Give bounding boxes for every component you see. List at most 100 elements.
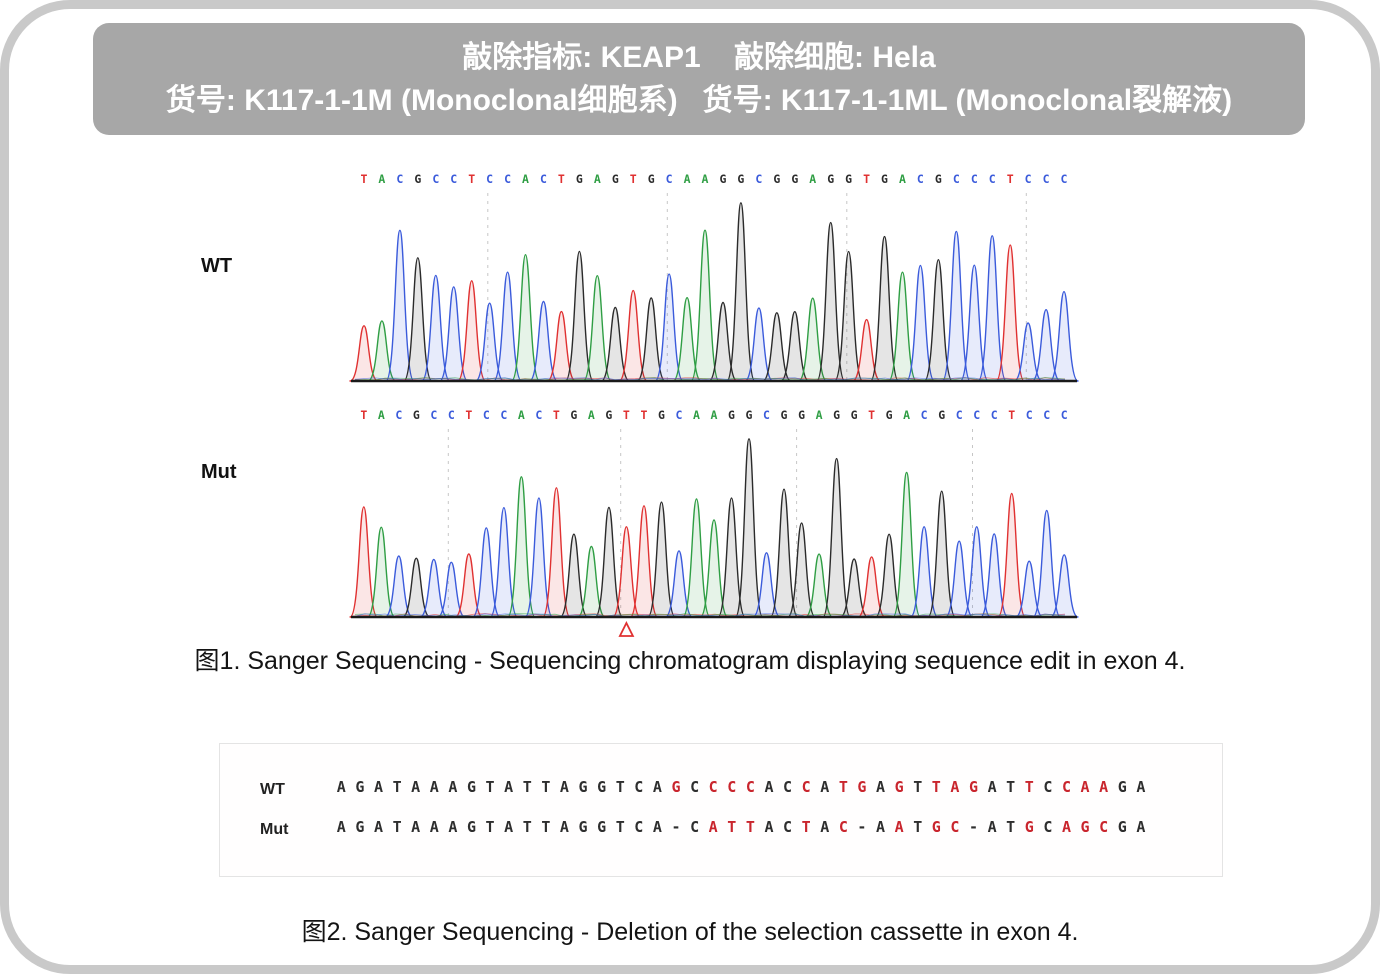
svg-text:C: C bbox=[666, 172, 673, 186]
alignment-base: G bbox=[466, 778, 476, 796]
alignment-base: C bbox=[950, 818, 960, 836]
alignment-base: A bbox=[876, 778, 886, 796]
svg-text:A: A bbox=[903, 408, 910, 422]
svg-text:G: G bbox=[781, 408, 788, 422]
alignment-base: - bbox=[968, 818, 978, 836]
svg-text:C: C bbox=[953, 172, 960, 186]
svg-text:G: G bbox=[414, 172, 421, 186]
alignment-base: A bbox=[411, 818, 421, 836]
svg-text:G: G bbox=[737, 172, 744, 186]
alignment-base: G bbox=[355, 818, 365, 836]
svg-text:C: C bbox=[450, 172, 457, 186]
alignment-mut-label: Mut bbox=[260, 821, 289, 838]
alignment-base: A bbox=[764, 778, 774, 796]
alignment-base: G bbox=[578, 818, 588, 836]
alignment-base: - bbox=[857, 818, 867, 836]
wt-trace-label: WT bbox=[201, 255, 233, 277]
svg-text:T: T bbox=[361, 172, 368, 186]
alignment-base: C bbox=[1099, 818, 1109, 836]
svg-text:G: G bbox=[605, 408, 612, 422]
svg-text:C: C bbox=[989, 172, 996, 186]
svg-text:G: G bbox=[728, 408, 735, 422]
alignment-base: G bbox=[1080, 818, 1090, 836]
alignment-base: A bbox=[559, 818, 569, 836]
svg-text:A: A bbox=[518, 408, 525, 422]
alignment-base: G bbox=[1117, 818, 1127, 836]
svg-text:T: T bbox=[465, 408, 472, 422]
svg-text:G: G bbox=[658, 408, 665, 422]
alignment-base: G bbox=[1024, 818, 1034, 836]
svg-text:G: G bbox=[851, 408, 858, 422]
svg-text:T: T bbox=[1008, 408, 1015, 422]
alignment-base: T bbox=[727, 818, 737, 836]
svg-text:C: C bbox=[483, 408, 490, 422]
alignment-base: A bbox=[708, 818, 718, 836]
svg-text:C: C bbox=[921, 408, 928, 422]
svg-text:T: T bbox=[868, 408, 875, 422]
alignment-base: T bbox=[485, 778, 495, 796]
svg-text:A: A bbox=[693, 408, 700, 422]
svg-text:C: C bbox=[540, 172, 547, 186]
alignment-base: C bbox=[708, 778, 718, 796]
alignment-base: G bbox=[597, 818, 607, 836]
alignment-base: A bbox=[373, 778, 383, 796]
svg-text:T: T bbox=[641, 408, 648, 422]
alignment-base: G bbox=[1117, 778, 1127, 796]
svg-text:A: A bbox=[809, 172, 816, 186]
figure2-caption: 图2. Sanger Sequencing - Deletion of the … bbox=[301, 918, 1079, 946]
svg-text:T: T bbox=[558, 172, 565, 186]
svg-text:C: C bbox=[1043, 172, 1050, 186]
svg-text:C: C bbox=[755, 172, 762, 186]
svg-text:A: A bbox=[378, 408, 385, 422]
alignment-base: T bbox=[392, 818, 402, 836]
alignment-base: A bbox=[429, 818, 439, 836]
svg-text:G: G bbox=[938, 408, 945, 422]
alignment-base: A bbox=[1099, 778, 1109, 796]
alignment-base: G bbox=[931, 818, 941, 836]
svg-text:G: G bbox=[845, 172, 852, 186]
svg-text:C: C bbox=[971, 172, 978, 186]
svg-text:C: C bbox=[956, 408, 963, 422]
alignment-base: G bbox=[894, 778, 904, 796]
svg-text:C: C bbox=[763, 408, 770, 422]
alignment-base: C bbox=[745, 778, 755, 796]
svg-text:A: A bbox=[711, 408, 718, 422]
svg-text:T: T bbox=[360, 408, 367, 422]
alignment-base: C bbox=[801, 778, 811, 796]
alignment-base: C bbox=[690, 818, 700, 836]
alignment-base: A bbox=[504, 778, 514, 796]
svg-text:T: T bbox=[468, 172, 475, 186]
svg-text:G: G bbox=[886, 408, 893, 422]
svg-text:C: C bbox=[504, 172, 511, 186]
alignment-base: A bbox=[1061, 818, 1071, 836]
alignment-base: C bbox=[634, 818, 644, 836]
alignment-base: C bbox=[1043, 778, 1053, 796]
alignment-base: A bbox=[764, 818, 774, 836]
svg-text:C: C bbox=[395, 408, 402, 422]
svg-text:A: A bbox=[899, 172, 906, 186]
svg-text:A: A bbox=[684, 172, 691, 186]
svg-text:C: C bbox=[1061, 172, 1068, 186]
alignment-base: A bbox=[336, 818, 346, 836]
alignment-base: T bbox=[745, 818, 755, 836]
alignment-base: G bbox=[355, 778, 365, 796]
alignment-base: A bbox=[876, 818, 886, 836]
alignment-base: A bbox=[448, 818, 458, 836]
alignment-base: A bbox=[336, 778, 346, 796]
svg-text:G: G bbox=[612, 172, 619, 186]
alignment-base: T bbox=[522, 818, 532, 836]
svg-text:T: T bbox=[623, 408, 630, 422]
alignment-base: A bbox=[1136, 778, 1146, 796]
svg-text:G: G bbox=[798, 408, 805, 422]
alignment-base: A bbox=[1136, 818, 1146, 836]
svg-text:G: G bbox=[576, 172, 583, 186]
alignment-base: A bbox=[820, 778, 830, 796]
edit-marker-triangle bbox=[618, 620, 635, 637]
alignment-base: T bbox=[541, 778, 551, 796]
alignment-base: C bbox=[690, 778, 700, 796]
alignment-base: A bbox=[448, 778, 458, 796]
